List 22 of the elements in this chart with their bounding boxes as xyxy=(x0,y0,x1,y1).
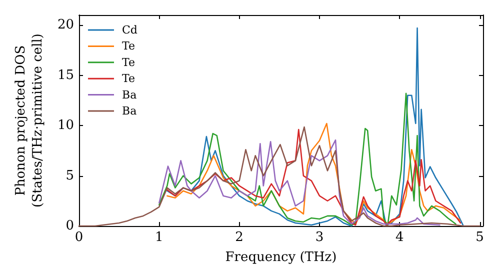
x-tick-label: 3 xyxy=(315,230,324,245)
y-tick-label: 5 xyxy=(66,168,74,184)
y-tick-label: 15 xyxy=(57,68,74,83)
legend-label: Te xyxy=(122,72,135,86)
y-tick-label: 0 xyxy=(66,218,74,234)
line-series xyxy=(158,92,456,227)
legend-label: Ba xyxy=(122,104,138,118)
line-series xyxy=(78,126,480,227)
y-axis-title: Phonon projected DOS (States/THz·primitive cell) xyxy=(14,33,46,208)
x-tick-label: 2 xyxy=(235,230,244,245)
y-tick-label: 10 xyxy=(57,118,74,134)
legend-label: Te xyxy=(122,56,135,69)
x-axis-title: Frequency (THz) xyxy=(225,250,337,265)
legend-label: Te xyxy=(122,40,135,53)
legend-label: Cd xyxy=(122,24,138,36)
x-tick-label: 5 xyxy=(476,230,484,245)
line-series xyxy=(158,139,440,226)
legend-label: Ba xyxy=(122,88,138,102)
line-series xyxy=(166,27,464,227)
x-tick-label: 4 xyxy=(395,230,404,245)
x-tick-label: 1 xyxy=(155,230,164,245)
y-tick-label: 20 xyxy=(57,18,74,33)
